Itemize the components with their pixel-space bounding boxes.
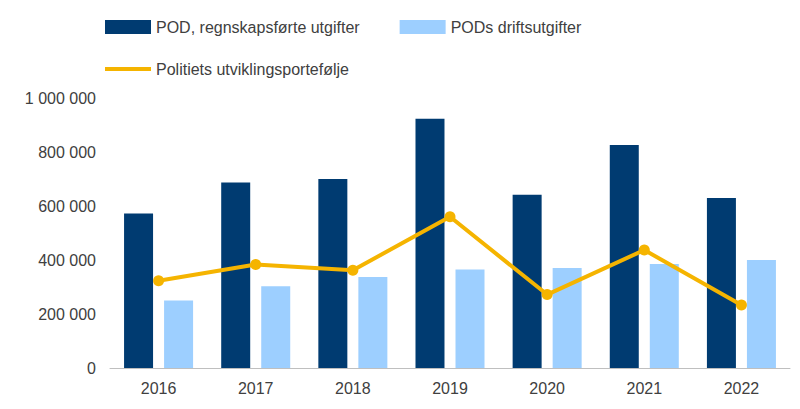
svg-text:POD, regnskapsførte utgifter: POD, regnskapsførte utgifter [156,19,360,36]
svg-text:1 000 000: 1 000 000 [25,90,96,107]
svg-text:2017: 2017 [238,380,274,397]
svg-text:800 000: 800 000 [38,144,96,161]
svg-text:2022: 2022 [724,380,760,397]
svg-text:2016: 2016 [141,380,177,397]
svg-text:PODs driftsutgifter: PODs driftsutgifter [451,19,582,36]
svg-text:2018: 2018 [335,380,371,397]
svg-text:400 000: 400 000 [38,252,96,269]
svg-text:2019: 2019 [432,380,468,397]
svg-text:200 000: 200 000 [38,306,96,323]
svg-text:0: 0 [87,360,96,377]
svg-text:2020: 2020 [529,380,565,397]
svg-text:600 000: 600 000 [38,198,96,215]
svg-text:Politiets utviklingsportefølje: Politiets utviklingsportefølje [156,61,349,78]
svg-text:2021: 2021 [626,380,662,397]
